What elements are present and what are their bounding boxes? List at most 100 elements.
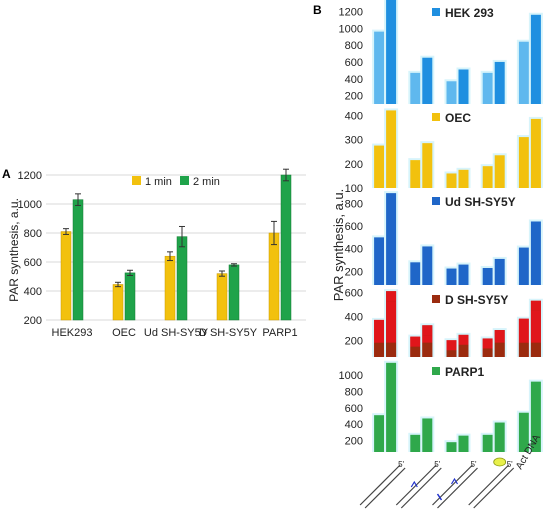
y-tick-label: 400 <box>345 110 363 122</box>
title-swatch <box>432 367 440 375</box>
legend-swatch <box>180 176 189 185</box>
bar <box>72 199 84 321</box>
bar-cap <box>422 325 433 336</box>
y-tick-label: 1200 <box>339 6 363 18</box>
bar <box>176 236 188 321</box>
bar <box>530 221 541 285</box>
y-tick-label: 400 <box>345 244 363 256</box>
bar-base <box>374 342 385 357</box>
nick-mark <box>410 480 418 488</box>
bar <box>374 237 385 285</box>
bar <box>530 381 541 452</box>
title-swatch <box>432 113 440 121</box>
bar-body <box>518 328 529 343</box>
bar <box>518 137 529 188</box>
legend-entry: 2 min <box>193 176 220 188</box>
gap-mark <box>436 493 443 501</box>
bar <box>422 246 433 285</box>
bar-base <box>386 342 397 357</box>
bar-body <box>494 340 505 343</box>
bar-cap <box>446 340 457 351</box>
panel-b-charts: 200 400 600 800 1000 1200 HEK 293 100 200 300 400 O… <box>339 0 543 452</box>
x-tick-label: D SH-SY5Y <box>199 327 258 339</box>
bar <box>458 169 469 188</box>
bar <box>374 415 385 452</box>
bar <box>518 247 529 285</box>
y-tick-label: 400 <box>345 419 363 431</box>
y-tick-label: 300 <box>345 135 363 147</box>
legend-swatch <box>132 176 141 185</box>
panel-a-chart: 200 400 600 800 1000 1200 HEK293 OEC Ud SH-SY5YD… <box>18 168 306 339</box>
bar <box>518 41 529 104</box>
bar-cap <box>374 319 385 330</box>
y-tick-label: 600 <box>24 257 42 269</box>
bar <box>386 362 397 452</box>
bar <box>482 434 493 452</box>
y-tick-label: 400 <box>24 286 42 298</box>
y-tick-label: 200 <box>345 335 363 347</box>
bar <box>446 81 457 104</box>
five-prime-mark: 5' <box>434 460 440 469</box>
bar <box>494 155 505 188</box>
dna-strand-bottom <box>400 467 442 509</box>
y-tick-label: 800 <box>24 228 42 240</box>
bar <box>228 264 240 321</box>
y-tick-label: 1000 <box>18 199 42 211</box>
y-tick-label: 1200 <box>18 170 42 182</box>
bar <box>410 434 421 452</box>
x-tick-label: PARP1 <box>262 327 297 339</box>
bar <box>458 69 469 104</box>
bar <box>482 267 493 285</box>
title-swatch <box>432 8 440 16</box>
y-tick-label: 600 <box>345 57 363 69</box>
bar <box>494 422 505 452</box>
bar <box>268 232 280 321</box>
bar <box>386 193 397 285</box>
nick-mark <box>450 477 459 485</box>
bar-cap <box>518 318 529 329</box>
y-tick-label: 600 <box>345 287 363 299</box>
bar <box>60 231 72 321</box>
bar-cap <box>410 336 421 347</box>
bar <box>530 118 541 188</box>
y-tick-label: 600 <box>345 403 363 415</box>
bar <box>422 57 433 104</box>
five-prime-mark: 5' <box>507 460 513 469</box>
y-tick-label: 400 <box>345 311 363 323</box>
bar <box>446 173 457 188</box>
bar-base <box>422 342 433 357</box>
y-tick-label: 1000 <box>339 370 363 382</box>
legend-entry: 1 min <box>145 176 172 188</box>
bar-base <box>458 344 469 357</box>
bar-base <box>410 346 421 357</box>
bar <box>112 284 124 321</box>
dna-strand-top <box>432 464 473 506</box>
bar-cap <box>458 334 469 345</box>
panel-title: PARP1 <box>445 365 484 379</box>
bar <box>410 262 421 285</box>
bar <box>446 442 457 452</box>
panel-title: Ud SH-SY5Y <box>445 195 516 209</box>
bar <box>386 110 397 188</box>
bar <box>494 61 505 104</box>
flap-mark <box>493 457 507 467</box>
bar-base <box>494 342 505 357</box>
bar <box>458 435 469 452</box>
dna-strand-bottom <box>473 467 515 509</box>
bar <box>374 31 385 104</box>
bar-cap <box>482 338 493 349</box>
five-prime-mark: 5' <box>471 460 477 469</box>
bar <box>518 412 529 452</box>
bar-cap <box>386 291 397 302</box>
y-tick-label: 400 <box>345 74 363 86</box>
bar <box>124 272 136 321</box>
bar <box>422 418 433 452</box>
panel-title: D SH-SY5Y <box>445 293 508 307</box>
bar <box>386 0 397 105</box>
five-prime-mark: 5' <box>398 460 404 469</box>
dna-strand-top <box>359 464 401 506</box>
y-tick-label: 800 <box>345 40 363 52</box>
panel-title: HEK 293 <box>445 6 494 20</box>
bar <box>280 174 292 321</box>
bar-base <box>518 342 529 357</box>
